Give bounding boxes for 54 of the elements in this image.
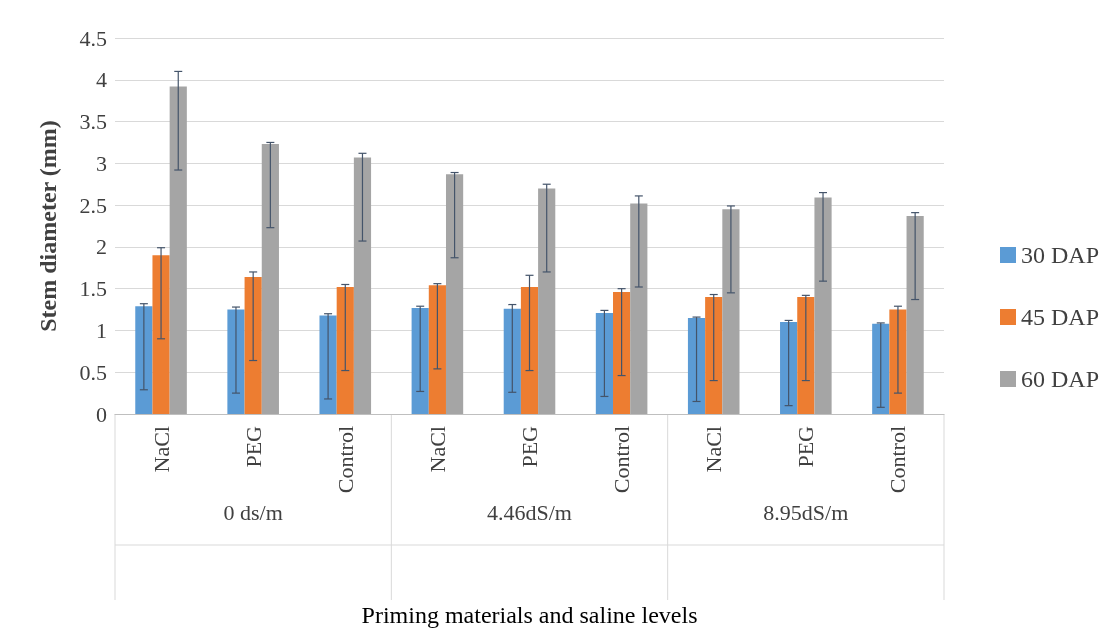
x-tick-label: Control [332, 426, 358, 494]
x-tick-label: PEG [793, 425, 819, 468]
bar [722, 209, 740, 414]
y-tick-label: 0 [96, 401, 107, 427]
bar [906, 215, 924, 414]
bar [595, 312, 614, 414]
bar [445, 174, 464, 414]
bar [135, 306, 153, 414]
bar [613, 292, 631, 414]
x-tick-label: NaCl [701, 426, 727, 473]
legend-label: 60 DAP [1020, 366, 1099, 392]
x-tick-label: PEG [240, 425, 266, 468]
x-tick-label: PEG [517, 425, 542, 468]
y-tick-label: 3.5 [79, 109, 107, 135]
y-tick-label: 4 [96, 67, 107, 93]
bar [428, 285, 446, 414]
y-tick-label: 1 [96, 317, 107, 343]
x-tick-label: Control [885, 426, 911, 494]
bar [244, 276, 262, 414]
y-axis-title: Stem diameter (mm) [35, 120, 61, 332]
x-tick-label: NaCl [424, 426, 450, 473]
bar [169, 86, 187, 414]
bar [797, 297, 815, 414]
y-tick-label: 1.5 [79, 276, 107, 302]
bar [705, 297, 723, 414]
legend-label: 45 DAP [1020, 304, 1099, 330]
x-axis-title: Priming materials and saline levels [361, 602, 698, 628]
text: 8.95dS/m [763, 499, 849, 525]
bar [872, 323, 890, 414]
bar [152, 255, 170, 414]
bar [319, 315, 337, 414]
bar [780, 322, 798, 414]
y-tick-label: 2 [96, 234, 107, 260]
bar [261, 144, 279, 414]
bar [411, 307, 429, 414]
text: 0 ds/m [223, 499, 283, 525]
bar [814, 197, 832, 414]
bar [227, 309, 245, 414]
bar [503, 308, 521, 414]
bar [889, 309, 907, 414]
bar [520, 287, 539, 414]
y-tick-label: 0.5 [79, 359, 107, 385]
y-tick-label: 3 [96, 150, 107, 176]
text: 4.46dS/m [487, 499, 572, 525]
bar [336, 287, 354, 414]
y-tick-label: 4.5 [79, 25, 107, 51]
y-tick-label: 2.5 [79, 192, 107, 218]
x-tick-label: NaCl [148, 426, 174, 473]
bar [538, 188, 556, 414]
bar [630, 203, 648, 414]
legend-label: 30 DAP [1020, 242, 1099, 268]
x-tick-label: Control [609, 426, 635, 494]
bar [353, 157, 372, 414]
bar [687, 317, 706, 414]
